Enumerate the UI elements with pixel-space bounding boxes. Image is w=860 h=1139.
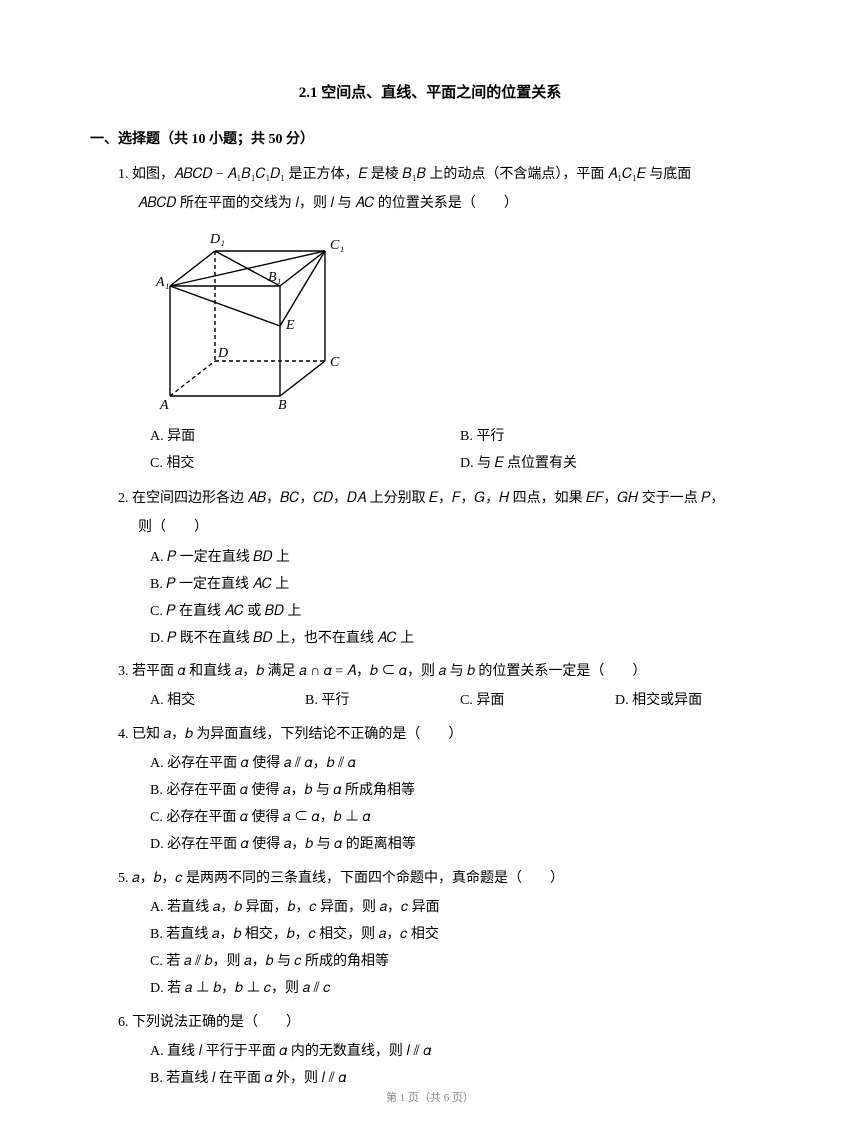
- q3-opt-c: C. 异面: [460, 688, 615, 713]
- lbl-B1: B₁: [268, 270, 281, 285]
- q5-opt-c: C. 若 𝑎 ⫽ 𝑏，则 𝑎，𝑏 与 𝑐 所成的角相等: [150, 949, 770, 974]
- q4-text: 已知 𝑎，𝑏 为异面直线，下列结论不正确的是（ ）: [132, 727, 462, 742]
- q2-stem-line1: 2. 在空间四边形各边 𝐴𝐵，𝐵𝐶，𝐶𝐷，𝐷𝐴 上分别取 𝐸，𝐹，𝐺，𝐻 四点，…: [118, 486, 770, 511]
- q1-text1: 如图，𝐴𝐵𝐶𝐷 − 𝐴₁𝐵₁𝐶₁𝐷₁ 是正方体，𝐸 是棱 𝐵₁𝐵 上的动点（不含…: [132, 167, 691, 182]
- q5-options: A. 若直线 𝑎，𝑏 异面，𝑏，𝑐 异面，则 𝑎，𝑐 异面 B. 若直线 𝑎，𝑏…: [118, 895, 770, 1002]
- q3-opt-b: B. 平行: [305, 688, 460, 713]
- q2-num: 2.: [118, 491, 129, 506]
- q1-options: A. 异面 B. 平行 C. 相交 D. 与 𝐸 点位置有关: [118, 424, 770, 478]
- q4-opt-a: A. 必存在平面 𝛼 使得 𝑎 ⫽ 𝛼，𝑏 ⫽ 𝛼: [150, 751, 770, 776]
- q5-opt-b: B. 若直线 𝑎，𝑏 相交，𝑏，𝑐 相交，则 𝑎，𝑐 相交: [150, 922, 770, 947]
- q5-num: 5.: [118, 871, 129, 886]
- q3-num: 3.: [118, 664, 129, 679]
- question-6: 6. 下列说法正确的是（ ） A. 直线 𝑙 平行于平面 𝛼 内的无数直线，则 …: [118, 1010, 770, 1092]
- q6-num: 6.: [118, 1015, 129, 1030]
- q1-opt-d: D. 与 𝐸 点位置有关: [460, 451, 770, 476]
- q5-opt-d: D. 若 𝑎 ⊥ 𝑏，𝑏 ⊥ 𝑐，则 𝑎 ⫽ 𝑐: [150, 976, 770, 1001]
- doc-title: 2.1 空间点、直线、平面之间的位置关系: [90, 80, 770, 107]
- lbl-B: B: [278, 398, 287, 411]
- lbl-A1: A₁: [155, 275, 169, 290]
- lbl-C: C: [330, 355, 340, 370]
- section-header: 一、选择题（共 10 小题；共 50 分）: [90, 127, 770, 152]
- page-footer: 第 1 页（共 6 页）: [0, 1089, 860, 1109]
- q4-num: 4.: [118, 727, 129, 742]
- q6-stem: 6. 下列说法正确的是（ ）: [118, 1010, 770, 1035]
- question-3: 3. 若平面 𝛼 和直线 𝑎，𝑏 满足 𝑎 ∩ 𝛼 = 𝐴，𝑏 ⊂ 𝛼，则 𝑎 …: [118, 659, 770, 713]
- q3-opt-d: D. 相交或异面: [615, 688, 770, 713]
- q2-text1: 在空间四边形各边 𝐴𝐵，𝐵𝐶，𝐶𝐷，𝐷𝐴 上分别取 𝐸，𝐹，𝐺，𝐻 四点，如果 …: [132, 491, 724, 506]
- q2-opt-d: D. 𝑃 既不在直线 𝐵𝐷 上，也不在直线 𝐴𝐶 上: [150, 626, 770, 651]
- q2-opt-a: A. 𝑃 一定在直线 𝐵𝐷 上: [150, 545, 770, 570]
- q1-stem-line1: 1. 如图，𝐴𝐵𝐶𝐷 − 𝐴₁𝐵₁𝐶₁𝐷₁ 是正方体，𝐸 是棱 𝐵₁𝐵 上的动点…: [118, 162, 770, 187]
- q2-stem-line2: 则（ ）: [118, 515, 770, 540]
- q2-opt-b: B. 𝑃 一定在直线 𝐴𝐶 上: [150, 572, 770, 597]
- q1-opt-c: C. 相交: [150, 451, 460, 476]
- q1-stem-line2: 𝐴𝐵𝐶𝐷 所在平面的交线为 𝑙，则 𝑙 与 𝐴𝐶 的位置关系是（ ）: [118, 191, 770, 216]
- q1-num: 1.: [118, 167, 129, 182]
- q4-opt-c: C. 必存在平面 𝛼 使得 𝑎 ⊂ 𝛼，𝑏 ⊥ 𝛼: [150, 805, 770, 830]
- q3-opt-a: A. 相交: [150, 688, 305, 713]
- q6-options: A. 直线 𝑙 平行于平面 𝛼 内的无数直线，则 𝑙 ⫽ 𝛼 B. 若直线 𝑙 …: [118, 1039, 770, 1091]
- q1-opt-a: A. 异面: [150, 424, 460, 449]
- q4-stem: 4. 已知 𝑎，𝑏 为异面直线，下列结论不正确的是（ ）: [118, 722, 770, 747]
- question-2: 2. 在空间四边形各边 𝐴𝐵，𝐵𝐶，𝐶𝐷，𝐷𝐴 上分别取 𝐸，𝐹，𝐺，𝐻 四点，…: [118, 486, 770, 651]
- q2-options: A. 𝑃 一定在直线 𝐵𝐷 上 B. 𝑃 一定在直线 𝐴𝐶 上 C. 𝑃 在直线…: [118, 545, 770, 652]
- lbl-D1: D₁: [209, 232, 225, 247]
- lbl-A: A: [159, 398, 169, 411]
- question-4: 4. 已知 𝑎，𝑏 为异面直线，下列结论不正确的是（ ） A. 必存在平面 𝛼 …: [118, 722, 770, 858]
- cube-diagram: D₁ C₁ A₁ B₁ D C A B E: [150, 221, 770, 420]
- q1-opt-b: B. 平行: [460, 424, 770, 449]
- q6-opt-b: B. 若直线 𝑙 在平面 𝛼 外，则 𝑙 ⫽ 𝛼: [150, 1066, 770, 1091]
- q4-opt-b: B. 必存在平面 𝛼 使得 𝑎，𝑏 与 𝛼 所成角相等: [150, 778, 770, 803]
- lbl-C1: C₁: [330, 238, 344, 253]
- q4-options: A. 必存在平面 𝛼 使得 𝑎 ⫽ 𝛼，𝑏 ⫽ 𝛼 B. 必存在平面 𝛼 使得 …: [118, 751, 770, 858]
- q5-opt-a: A. 若直线 𝑎，𝑏 异面，𝑏，𝑐 异面，则 𝑎，𝑐 异面: [150, 895, 770, 920]
- lbl-E: E: [285, 318, 295, 333]
- page: 2.1 空间点、直线、平面之间的位置关系 一、选择题（共 10 小题；共 50 …: [0, 0, 860, 1139]
- question-5: 5. 𝑎，𝑏，𝑐 是两两不同的三条直线，下面四个命题中，真命题是（ ） A. 若…: [118, 866, 770, 1002]
- q2-opt-c: C. 𝑃 在直线 𝐴𝐶 或 𝐵𝐷 上: [150, 599, 770, 624]
- q3-stem: 3. 若平面 𝛼 和直线 𝑎，𝑏 满足 𝑎 ∩ 𝛼 = 𝐴，𝑏 ⊂ 𝛼，则 𝑎 …: [118, 659, 770, 684]
- q3-options: A. 相交 B. 平行 C. 异面 D. 相交或异面: [118, 688, 770, 713]
- q5-text: 𝑎，𝑏，𝑐 是两两不同的三条直线，下面四个命题中，真命题是（ ）: [132, 871, 564, 886]
- question-1: 1. 如图，𝐴𝐵𝐶𝐷 − 𝐴₁𝐵₁𝐶₁𝐷₁ 是正方体，𝐸 是棱 𝐵₁𝐵 上的动点…: [118, 162, 770, 478]
- lbl-D: D: [217, 346, 228, 361]
- q6-opt-a: A. 直线 𝑙 平行于平面 𝛼 内的无数直线，则 𝑙 ⫽ 𝛼: [150, 1039, 770, 1064]
- q4-opt-d: D. 必存在平面 𝛼 使得 𝑎，𝑏 与 𝛼 的距离相等: [150, 832, 770, 857]
- q3-text: 若平面 𝛼 和直线 𝑎，𝑏 满足 𝑎 ∩ 𝛼 = 𝐴，𝑏 ⊂ 𝛼，则 𝑎 与 𝑏…: [132, 664, 646, 679]
- q6-text: 下列说法正确的是（ ）: [132, 1015, 300, 1030]
- q5-stem: 5. 𝑎，𝑏，𝑐 是两两不同的三条直线，下面四个命题中，真命题是（ ）: [118, 866, 770, 891]
